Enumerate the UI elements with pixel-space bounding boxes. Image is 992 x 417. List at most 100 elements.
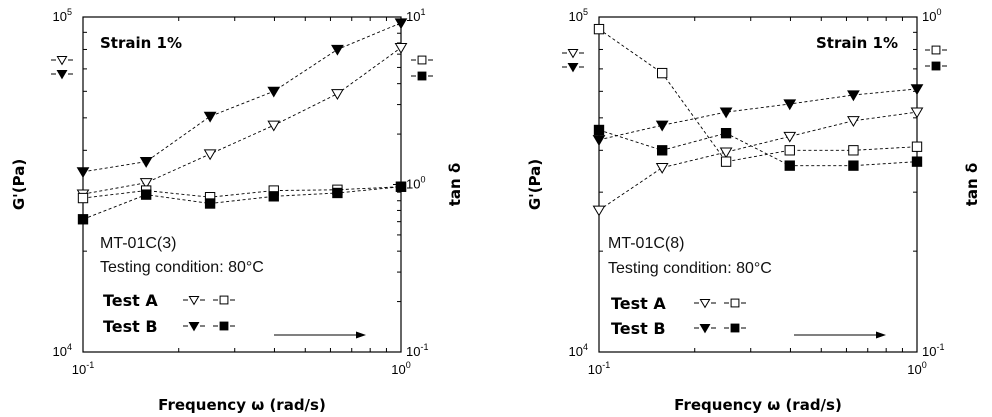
legend-marker-tan-delta: [213, 295, 235, 305]
y-right-tick-label: 100: [922, 7, 941, 24]
data-point: [77, 214, 89, 225]
series-line: [82, 22, 402, 173]
sample-label: MT-01C(3): [100, 235, 176, 252]
legend-label: Test B: [103, 317, 158, 336]
data-point: [910, 84, 924, 96]
series-test-a-gprime: [76, 43, 408, 201]
data-point: [719, 147, 733, 159]
legend-marker-gprime: [183, 296, 205, 306]
series-line: [82, 47, 402, 195]
series-test-b-tan-delta: [593, 124, 923, 171]
data-point: [911, 156, 923, 167]
y-left-tick-label: 104: [53, 342, 72, 359]
series-line: [82, 186, 402, 199]
data-point: [268, 191, 279, 202]
data-point: [720, 127, 732, 139]
x-tick-label: 100: [907, 360, 926, 377]
sample-label: MT-01C(8): [608, 235, 684, 252]
series-test-b-gprime: [592, 84, 924, 146]
y-right-axis-label: tan δ: [446, 163, 464, 207]
axis-arrow-head: [356, 331, 366, 339]
chart-title: Strain 1%: [816, 34, 898, 52]
data-point: [848, 160, 859, 171]
data-point: [784, 145, 795, 156]
series-test-b-tan-delta: [77, 181, 407, 225]
axis-key-marker: [411, 55, 433, 65]
series-line: [82, 186, 402, 220]
data-point: [655, 163, 669, 174]
data-point: [783, 99, 797, 111]
data-point: [394, 18, 408, 30]
data-point: [784, 160, 795, 171]
data-point: [331, 44, 344, 56]
series-test-a-gprime: [592, 107, 924, 217]
legend-label: Test B: [611, 319, 666, 338]
legend-marker-tan-delta: [724, 298, 746, 308]
data-point: [140, 189, 152, 200]
legend-marker-gprime: [694, 299, 716, 309]
series-line: [598, 111, 918, 211]
x-axis-label: Frequency ω (rad/s): [158, 396, 326, 414]
data-point: [593, 23, 605, 35]
legend: Test A Test B: [611, 294, 746, 338]
condition-label: Testing condition: 80°C: [100, 259, 264, 276]
data-point: [77, 192, 89, 204]
x-tick-label: 100: [391, 360, 410, 377]
data-point: [395, 181, 407, 192]
data-point: [76, 167, 90, 179]
axis-key-marker: [925, 45, 947, 55]
series-line: [598, 88, 918, 141]
data-point: [332, 187, 343, 199]
data-point: [139, 178, 153, 189]
series-test-a-tan-delta: [593, 23, 923, 167]
y-right-tick-label: 101: [406, 7, 425, 24]
data-point: [204, 198, 216, 209]
legend-label: Test A: [611, 294, 666, 313]
y-right-tick-label: 10-1: [406, 342, 428, 359]
axis-key-marker: [562, 63, 584, 73]
legend: Test A Test B: [103, 291, 235, 336]
y-left-tick-label: 105: [53, 7, 72, 24]
x-axis-label: Frequency ω (rad/s): [674, 396, 842, 414]
condition-label: Testing condition: 80°C: [608, 260, 772, 277]
data-point: [592, 205, 606, 217]
y-right-tick-label: 100: [406, 175, 425, 192]
data-point: [719, 107, 733, 119]
chart-title: Strain 1%: [100, 34, 182, 52]
axis-arrow-head: [876, 331, 886, 339]
data-point: [656, 145, 668, 156]
series-line: [598, 129, 918, 167]
data-point: [203, 111, 217, 123]
data-point: [592, 135, 606, 146]
series-test-b-gprime: [76, 18, 408, 179]
data-point: [911, 141, 923, 152]
data-point: [656, 67, 668, 79]
data-point: [847, 116, 860, 127]
legend-label: Test A: [103, 291, 158, 310]
y-right-axis-label: tan δ: [963, 163, 981, 207]
axis-key-marker: [51, 70, 73, 80]
data-point: [267, 120, 281, 132]
y-left-axis-label: G'(Pa): [10, 159, 28, 210]
axis-key-marker: [51, 56, 73, 66]
y-left-tick-label: 104: [569, 342, 588, 359]
data-point: [783, 131, 797, 143]
axis-key-marker: [925, 61, 947, 71]
plot-frame: [598, 16, 918, 353]
data-point: [848, 145, 859, 156]
data-point: [655, 120, 669, 132]
y-left-tick-label: 105: [569, 7, 588, 24]
legend-marker-gprime: [694, 324, 716, 334]
y-right-tick-label: 10-1: [922, 342, 944, 359]
data-point: [910, 107, 924, 119]
data-point: [331, 89, 344, 100]
x-tick-label: 10-1: [72, 360, 94, 377]
data-point: [847, 90, 860, 102]
data-point: [267, 86, 281, 98]
axis-key-marker: [411, 71, 433, 81]
y-left-axis-label: G'(Pa): [526, 159, 544, 210]
x-tick-label: 10-1: [588, 360, 610, 377]
